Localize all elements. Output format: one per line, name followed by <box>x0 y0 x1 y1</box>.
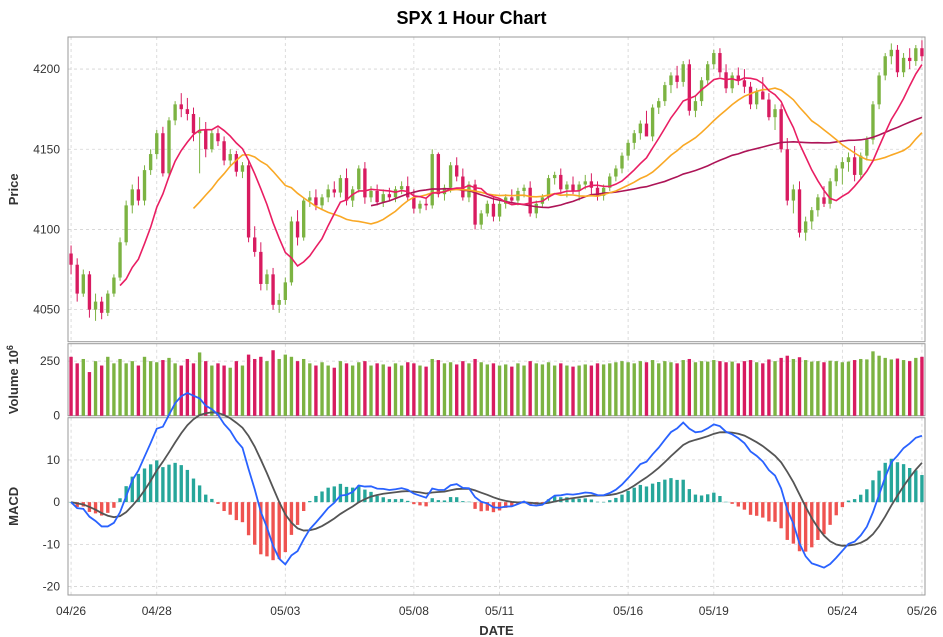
svg-text:05/16: 05/16 <box>613 604 643 618</box>
svg-text:05/11: 05/11 <box>485 604 514 618</box>
svg-text:4100: 4100 <box>33 222 60 236</box>
svg-text:04/26: 04/26 <box>56 604 86 618</box>
chart-svg: 4050 4100 4150 4200 0 250 -20 -10 0 10 04/26 04/28 0… <box>0 33 943 637</box>
svg-text:Price: Price <box>6 173 21 205</box>
svg-text:05/19: 05/19 <box>699 604 729 618</box>
chart-title: SPX 1 Hour Chart <box>0 0 943 33</box>
chart-container: SPX 1 Hour Chart 4050 4100 4150 4200 0 250 -20… <box>0 0 943 634</box>
svg-text:Volume 106: Volume 106 <box>5 345 21 414</box>
svg-text:-10: -10 <box>43 537 61 551</box>
svg-text:05/03: 05/03 <box>270 604 300 618</box>
svg-text:4050: 4050 <box>33 303 60 317</box>
svg-text:10: 10 <box>47 453 61 467</box>
svg-text:250: 250 <box>40 354 60 368</box>
svg-text:0: 0 <box>53 495 60 509</box>
svg-text:05/08: 05/08 <box>399 604 429 618</box>
svg-text:05/26: 05/26 <box>907 604 937 618</box>
svg-text:4200: 4200 <box>33 62 60 76</box>
svg-text:0: 0 <box>53 409 60 423</box>
svg-text:05/24: 05/24 <box>827 604 857 618</box>
svg-text:04/28: 04/28 <box>142 604 172 618</box>
svg-text:DATE: DATE <box>479 623 514 637</box>
svg-text:MACD: MACD <box>6 487 21 526</box>
svg-text:4150: 4150 <box>33 142 60 156</box>
svg-text:-20: -20 <box>43 580 61 594</box>
